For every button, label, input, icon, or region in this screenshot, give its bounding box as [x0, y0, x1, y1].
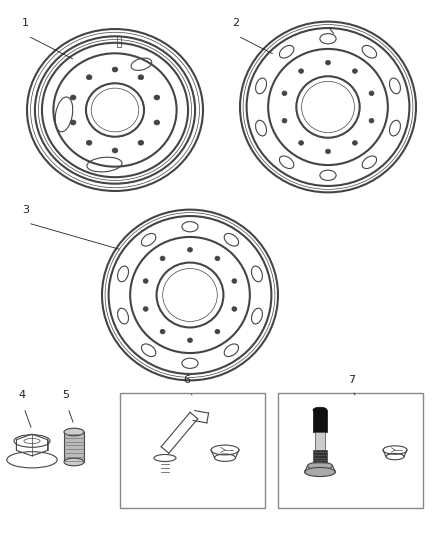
Ellipse shape — [187, 338, 192, 343]
Bar — [313, 450, 327, 466]
Text: 6: 6 — [183, 375, 190, 385]
Ellipse shape — [187, 247, 192, 252]
Ellipse shape — [112, 67, 118, 72]
Ellipse shape — [232, 279, 237, 284]
Bar — [120, 393, 265, 508]
Ellipse shape — [353, 141, 357, 145]
Ellipse shape — [86, 75, 92, 80]
Ellipse shape — [282, 91, 287, 95]
Ellipse shape — [325, 149, 330, 154]
Ellipse shape — [71, 120, 76, 125]
Text: 3: 3 — [22, 205, 29, 215]
Bar — [278, 393, 423, 508]
Text: 4: 4 — [18, 390, 25, 400]
Ellipse shape — [299, 141, 304, 145]
Ellipse shape — [160, 329, 165, 334]
Ellipse shape — [304, 467, 336, 477]
Ellipse shape — [64, 458, 84, 466]
Ellipse shape — [143, 306, 148, 311]
Ellipse shape — [86, 140, 92, 145]
Ellipse shape — [138, 140, 144, 145]
Ellipse shape — [353, 69, 357, 74]
Ellipse shape — [299, 69, 304, 74]
Bar — [64, 432, 84, 462]
Ellipse shape — [369, 118, 374, 123]
Ellipse shape — [369, 91, 374, 95]
Ellipse shape — [215, 329, 220, 334]
Ellipse shape — [313, 407, 327, 413]
Ellipse shape — [71, 95, 76, 100]
Ellipse shape — [138, 75, 144, 80]
Text: 2: 2 — [232, 18, 239, 28]
Ellipse shape — [154, 95, 160, 100]
Ellipse shape — [307, 462, 332, 470]
Ellipse shape — [112, 148, 118, 153]
Text: 7: 7 — [348, 375, 355, 385]
Ellipse shape — [282, 118, 287, 123]
Ellipse shape — [154, 120, 160, 125]
Ellipse shape — [232, 306, 237, 311]
Ellipse shape — [143, 279, 148, 284]
Bar — [313, 410, 327, 432]
Text: 5: 5 — [62, 390, 69, 400]
Ellipse shape — [64, 428, 84, 436]
Ellipse shape — [215, 256, 220, 261]
Bar — [315, 432, 325, 450]
Ellipse shape — [325, 60, 330, 65]
Ellipse shape — [160, 256, 165, 261]
Text: 1: 1 — [22, 18, 29, 28]
